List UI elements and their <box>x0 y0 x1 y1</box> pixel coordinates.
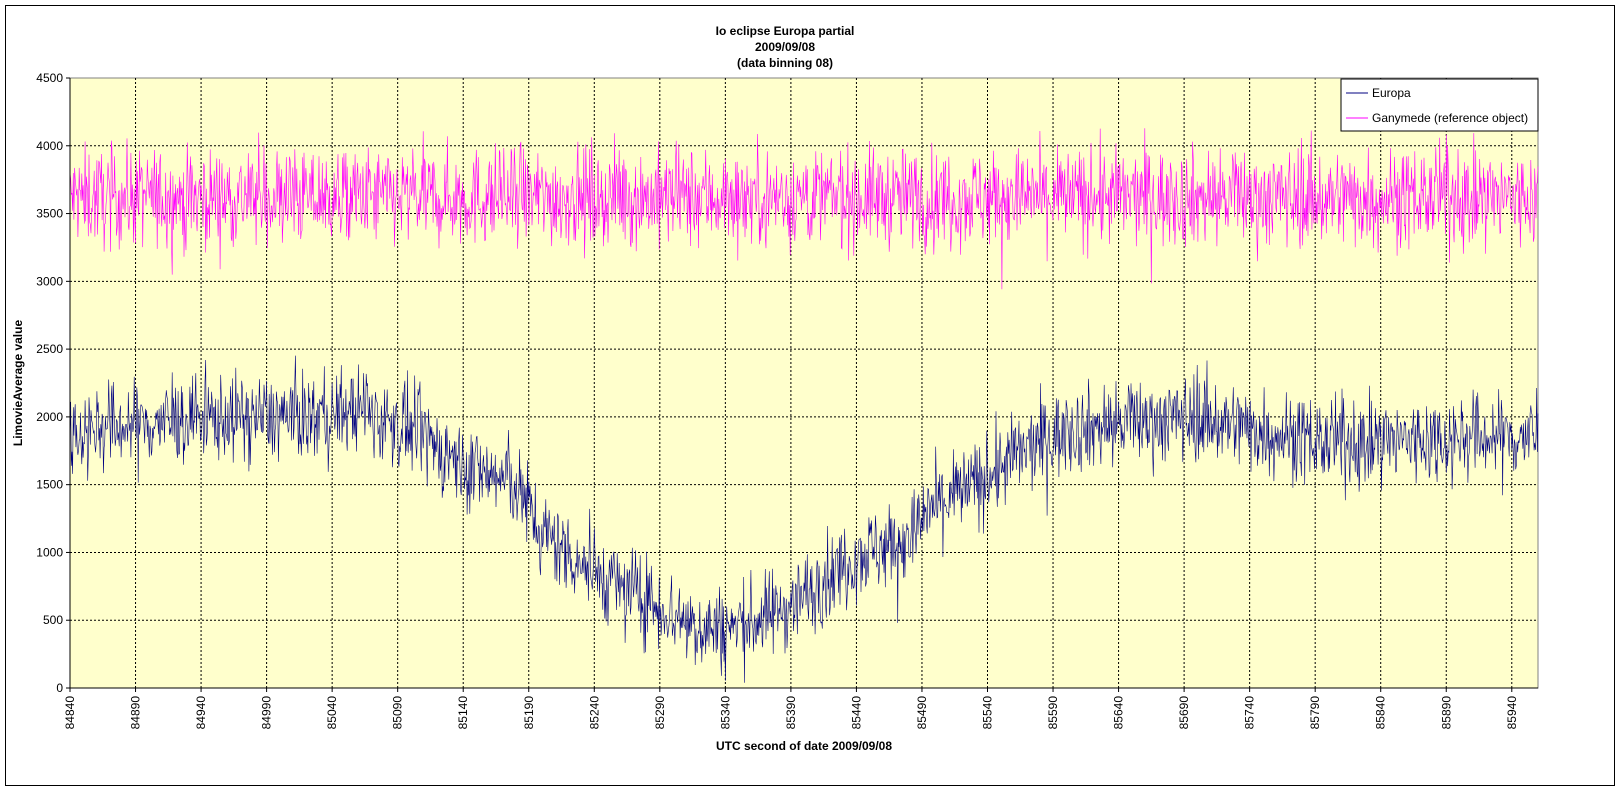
x-tick-label: 85690 <box>1177 696 1191 730</box>
x-tick-label: 84890 <box>129 696 143 730</box>
legend-box <box>1340 78 1539 132</box>
chart-title-line-1: Io eclipse Europa partial <box>716 24 855 38</box>
y-tick-label: 0 <box>56 681 63 695</box>
x-tick-label: 85540 <box>981 696 995 730</box>
y-axis-title: LimovieAverage value <box>11 320 25 447</box>
x-tick-label: 85440 <box>849 696 863 730</box>
x-tick-label: 85240 <box>587 696 601 730</box>
y-tick-label: 2000 <box>36 410 63 424</box>
y-tick-label: 4500 <box>36 71 63 85</box>
x-tick-label: 85940 <box>1505 696 1519 730</box>
x-tick-label: 85640 <box>1112 696 1126 730</box>
y-tick-label: 1500 <box>36 478 63 492</box>
x-tick-label: 85590 <box>1046 696 1060 730</box>
x-tick-label: 85340 <box>718 696 732 730</box>
x-tick-label: 85740 <box>1243 696 1257 730</box>
x-tick-label: 85290 <box>653 696 667 730</box>
y-tick-label: 3000 <box>36 274 63 288</box>
y-tick-label: 500 <box>43 613 63 627</box>
legend-label-europa: Europa <box>1372 86 1411 100</box>
series-line-ganymede <box>69 128 1539 290</box>
x-tick-label: 85790 <box>1308 696 1322 730</box>
x-tick-label: 85890 <box>1439 696 1453 730</box>
x-axis-title: UTC second of date 2009/09/08 <box>716 739 892 753</box>
legend-label-ganymede: Ganymede (reference object) <box>1372 111 1528 125</box>
x-tick-label: 84840 <box>63 696 77 730</box>
x-tick-label: 85140 <box>456 696 470 730</box>
x-tick-label: 85390 <box>784 696 798 730</box>
x-tick-label: 85040 <box>325 696 339 730</box>
y-tick-label: 1000 <box>36 545 63 559</box>
y-tick-label: 4000 <box>36 139 63 153</box>
chart-title-line-2: 2009/09/08 <box>755 40 815 54</box>
y-tick-label: 2500 <box>36 342 63 356</box>
series-line-europa <box>69 355 1539 683</box>
x-tick-label: 85490 <box>915 696 929 730</box>
x-tick-label: 84940 <box>194 696 208 730</box>
x-tick-label: 84990 <box>260 696 274 730</box>
x-tick-label: 85190 <box>522 696 536 730</box>
x-tick-label: 85840 <box>1374 696 1388 730</box>
y-tick-label: 3500 <box>36 207 63 221</box>
x-tick-label: 85090 <box>391 696 405 730</box>
chart-title-line-3: (data binning 08) <box>737 56 833 70</box>
legend: Europa Ganymede (reference object) <box>1340 78 1539 132</box>
